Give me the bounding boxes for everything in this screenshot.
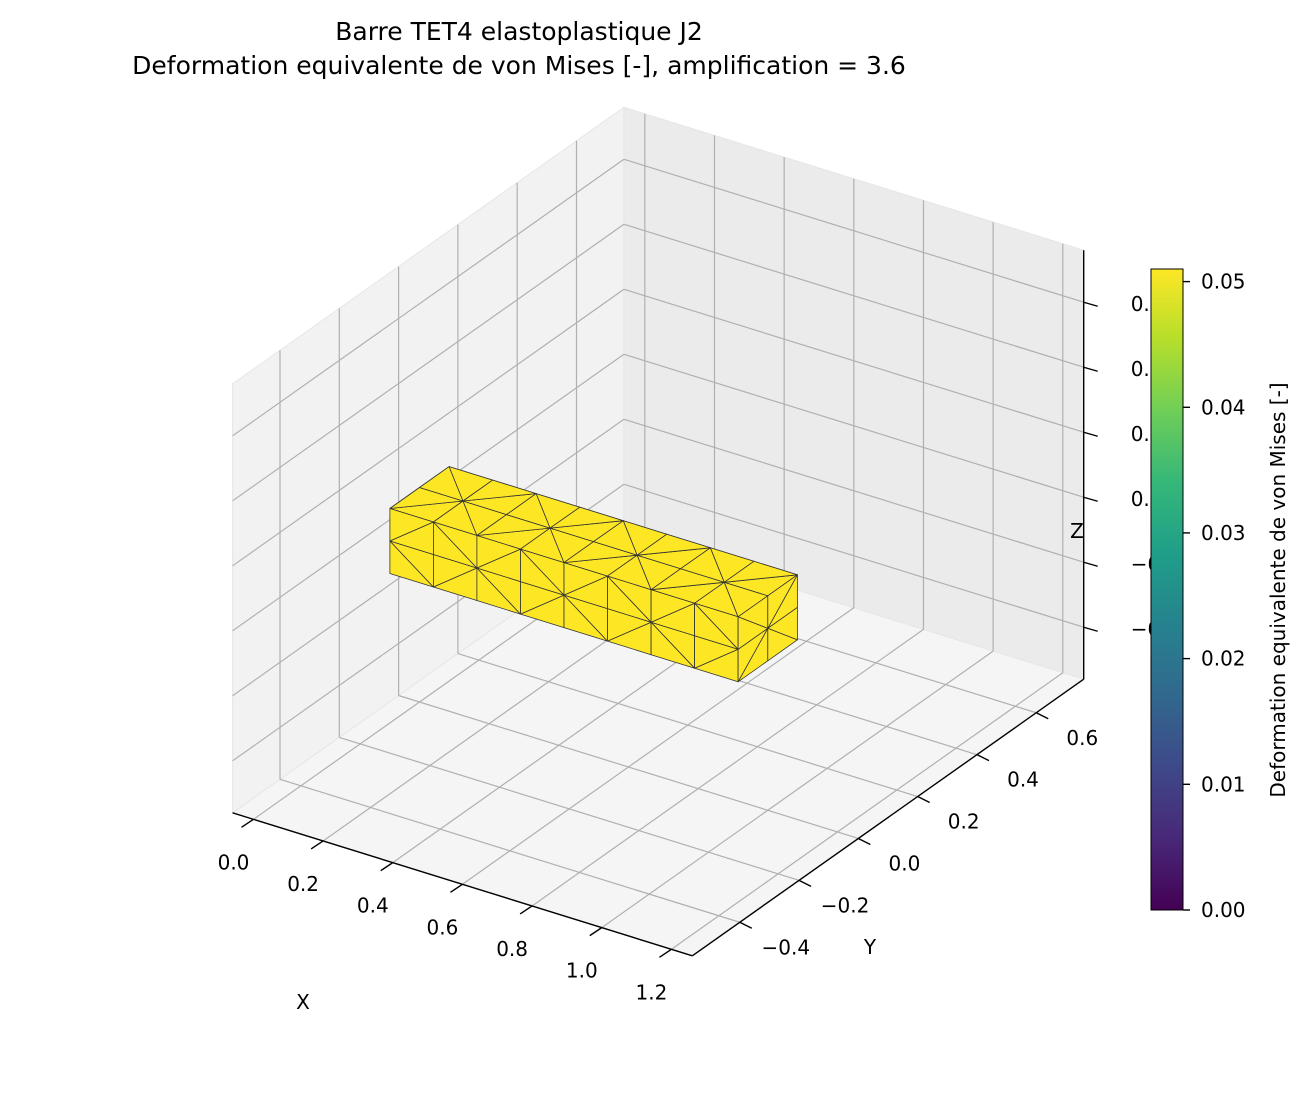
x-tick-label: 1.2 (635, 980, 667, 1004)
x-tick-label: 0.8 (496, 937, 528, 961)
y-tick-label: 0.2 (948, 810, 980, 834)
colorbar-ticks: 0.00 0.01 0.02 0.03 0.04 0.05 (1183, 270, 1246, 922)
grid-line-z-xwall (232, 158, 625, 437)
z-tick (1083, 366, 1098, 372)
y-tick-label: 0.0 (888, 852, 920, 876)
colorbar-label: Deformation equivalente de von Mises [-] (1266, 382, 1290, 797)
grid-line-z-ywall (623, 223, 1084, 368)
y-tick-label: −0.4 (762, 935, 811, 959)
bar-mesh (389, 466, 798, 683)
grid-line-x-floor (601, 650, 994, 929)
x-tick (450, 883, 463, 893)
y-tick (798, 879, 812, 887)
z-tick (1083, 626, 1098, 632)
grid-line-y-floor (339, 736, 800, 881)
colorbar-tick-label: 0.05 (1201, 270, 1246, 294)
mesh-triangle (563, 562, 608, 596)
x-tick-label: 0.6 (426, 915, 458, 939)
z-tick (1083, 561, 1098, 567)
grid-line-z-ywall (623, 483, 1084, 628)
x-tick-label: 1.0 (566, 959, 598, 983)
x-tick (241, 818, 254, 828)
grid-line-z-ywall (623, 288, 1084, 433)
y-tick (1035, 712, 1049, 720)
x-tick (380, 862, 394, 872)
mesh-triangle (549, 506, 624, 529)
colorbar-tick-label: 0.00 (1201, 898, 1246, 922)
y-tick (976, 754, 990, 762)
y-tick-label: 0.6 (1066, 726, 1098, 750)
y-tick (917, 795, 930, 804)
colorbar-frame (1150, 268, 1184, 911)
chart-subtitle: Deformation equivalente de von Mises [-]… (132, 51, 906, 80)
grid-line-z-ywall (623, 158, 1084, 303)
z-tick (1083, 496, 1098, 502)
mesh-triangle (723, 560, 798, 583)
y-tick-label: 0.4 (1007, 768, 1039, 792)
y-axis-label: Y (863, 935, 877, 959)
axes-lines: 0.0 0.2 0.4 0.6 0.8 1.0 1.2 −0.4 −0.2 0.0 0.2 0.4 0.… (218, 250, 1179, 1004)
axes-grid (232, 113, 1084, 950)
x-tick-label: 0.2 (287, 872, 319, 896)
mesh-triangle (389, 508, 434, 542)
y-tick (858, 837, 871, 846)
x-axis-label: X (296, 990, 310, 1014)
colorbar-tick-label: 0.02 (1201, 647, 1246, 671)
grid-line-z-xwall (232, 288, 625, 567)
grid-line-x-floor (531, 628, 924, 907)
z-axis-label: Z (1070, 519, 1084, 543)
x-tick (310, 840, 324, 850)
x-tick-label: 0.0 (218, 850, 250, 874)
chart-title: Barre TET4 elastoplastique J2 (335, 17, 703, 46)
grid-line-y-floor (457, 653, 918, 798)
x-tick-label: 0.4 (357, 894, 389, 918)
y-tick-label: −0.2 (821, 893, 870, 917)
colorbar-gradient (1151, 269, 1183, 910)
mesh-triangle (462, 479, 537, 502)
y-axis-line (691, 678, 1085, 957)
colorbar-tick-label: 0.03 (1201, 521, 1246, 545)
grid-line-y-floor (279, 778, 740, 923)
grid-line-y-floor (398, 694, 859, 840)
z-tick (1083, 301, 1098, 307)
colorbar-tick-label: 0.04 (1201, 395, 1246, 419)
x-tick (659, 948, 672, 958)
x-tick (519, 905, 533, 915)
grid-line-x-floor (671, 672, 1064, 950)
colorbar: 0.00 0.01 0.02 0.03 0.04 0.05 Deformation equ… (1150, 268, 1290, 922)
y-tick (739, 921, 753, 929)
grid-line-x-floor (462, 607, 855, 885)
mesh-triangle (476, 535, 521, 569)
z-tick (1083, 431, 1098, 437)
mesh-triangle (636, 533, 711, 556)
grid-line-z-xwall (232, 223, 625, 502)
mesh-triangle (650, 589, 695, 623)
mesh-triangle (767, 574, 798, 629)
x-tick (589, 927, 603, 937)
colorbar-tick-label: 0.01 (1201, 772, 1246, 796)
grid-line-z-ywall (623, 418, 1084, 563)
grid-line-z-ywall (623, 353, 1084, 498)
